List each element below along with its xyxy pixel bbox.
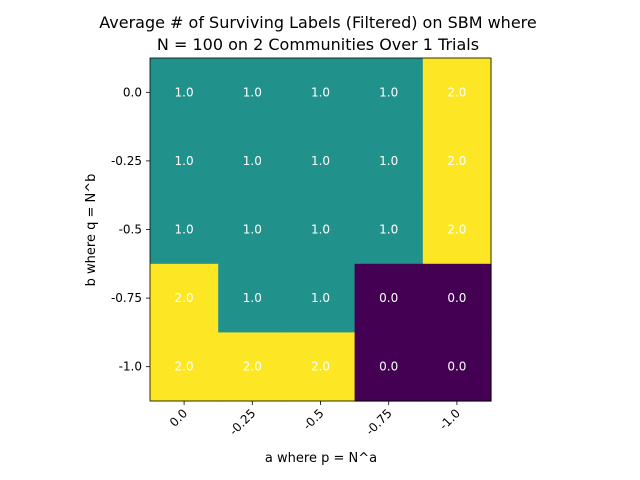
cell-value-label-r1-c2: 1.0 <box>311 154 330 168</box>
heatmap-cell-r3-c0 <box>150 263 219 333</box>
heatmap-cell-r4-c1 <box>218 332 287 402</box>
x-tick-label: -0.75 <box>363 406 395 438</box>
cell-value-label-r1-c0: 1.0 <box>175 154 194 168</box>
cell-value-label-r2-c3: 1.0 <box>379 223 398 237</box>
y-axis-ticks: 0.0 -0.25 -0.5 -0.75 -1.0 <box>111 85 150 374</box>
heatmap-cell-r3-c2 <box>286 263 356 333</box>
heatmap-cell-r2-c4 <box>422 195 492 265</box>
heatmap-cell-r4-c3 <box>354 332 424 402</box>
cell-value-label-r0-c4: 2.0 <box>447 85 466 99</box>
heatmap-cell-r3-c3 <box>354 263 424 333</box>
cell-value-label-r2-c2: 1.0 <box>311 223 330 237</box>
heatmap-cell-labels: 1.0 1.0 1.0 1.0 2.0 1.0 1.0 1.0 1.0 2.0 1.0 1.0 1.0 1… <box>175 85 467 373</box>
heatmap-cells <box>149 57 492 402</box>
cell-value-label-r4-c2: 2.0 <box>311 360 330 374</box>
heatmap-cell-r3-c4 <box>422 263 492 333</box>
heatmap-cell-r0-c4 <box>422 58 492 128</box>
heatmap-cell-r2-c3 <box>354 195 424 265</box>
cell-value-label-r1-c4: 2.0 <box>447 154 466 168</box>
x-tick-label: -0.25 <box>227 406 259 438</box>
cell-value-label-r2-c4: 2.0 <box>447 223 466 237</box>
cell-value-label-r1-c1: 1.0 <box>243 154 262 168</box>
cell-value-label-r4-c0: 2.0 <box>175 360 194 374</box>
heatmap-cell-r3-c1 <box>218 263 287 333</box>
y-tick-label: -0.75 <box>111 291 142 305</box>
y-tick-label: -1.0 <box>119 360 142 374</box>
x-axis-ticks: 0.0 -0.25 -0.5 -0.75 -1.0 <box>167 401 463 438</box>
cell-value-label-r2-c0: 1.0 <box>175 223 194 237</box>
cell-value-label-r0-c2: 1.0 <box>311 85 330 99</box>
heatmap-cell-r1-c2 <box>286 126 356 196</box>
heatmap-cell-r2-c1 <box>218 195 287 265</box>
x-tick-label: -0.5 <box>300 406 326 432</box>
heatmap-cell-r0-c0 <box>150 58 219 128</box>
cell-value-label-r3-c4: 0.0 <box>447 291 466 305</box>
cell-value-label-r3-c3: 0.0 <box>379 291 398 305</box>
y-tick-label: -0.25 <box>111 154 142 168</box>
cell-value-label-r4-c3: 0.0 <box>379 360 398 374</box>
heatmap-cell-r1-c3 <box>354 126 424 196</box>
heatmap-cell-r1-c1 <box>218 126 287 196</box>
cell-value-label-r3-c2: 1.0 <box>311 291 330 305</box>
y-tick-label: -0.5 <box>119 223 142 237</box>
cell-value-label-r2-c1: 1.0 <box>243 223 262 237</box>
heatmap-cell-r1-c4 <box>422 126 492 196</box>
heatmap-cell-r0-c3 <box>354 58 424 128</box>
x-tick-label: 0.0 <box>167 406 190 429</box>
chart-title-line-1: Average # of Surviving Labels (Filtered)… <box>99 13 536 32</box>
heatmap-cell-r4-c2 <box>286 332 356 402</box>
chart-title-line-2: N = 100 on 2 Communities Over 1 Trials <box>157 35 479 54</box>
x-tick-label: -1.0 <box>437 406 463 432</box>
heatmap-cell-r1-c0 <box>150 126 219 196</box>
cell-value-label-r4-c1: 2.0 <box>243 360 262 374</box>
y-axis-label: b where q = N^b <box>84 174 99 287</box>
heatmap-cell-r4-c0 <box>150 332 219 402</box>
cell-value-label-r0-c1: 1.0 <box>243 85 262 99</box>
heatmap-cell-r4-c4 <box>422 332 492 402</box>
cell-value-label-r3-c0: 2.0 <box>175 291 194 305</box>
cell-value-label-r0-c0: 1.0 <box>175 85 194 99</box>
heatmap-cell-r2-c2 <box>286 195 356 265</box>
heatmap-cell-r0-c1 <box>218 58 287 128</box>
y-tick-label: 0.0 <box>123 85 142 99</box>
cell-value-label-r4-c4: 0.0 <box>447 360 466 374</box>
cell-value-label-r3-c1: 1.0 <box>243 291 262 305</box>
heatmap-cell-r0-c2 <box>286 58 356 128</box>
heatmap-cell-r2-c0 <box>150 195 219 265</box>
cell-value-label-r0-c3: 1.0 <box>379 85 398 99</box>
cell-value-label-r1-c3: 1.0 <box>379 154 398 168</box>
x-axis-label: a where p = N^a <box>265 451 377 466</box>
